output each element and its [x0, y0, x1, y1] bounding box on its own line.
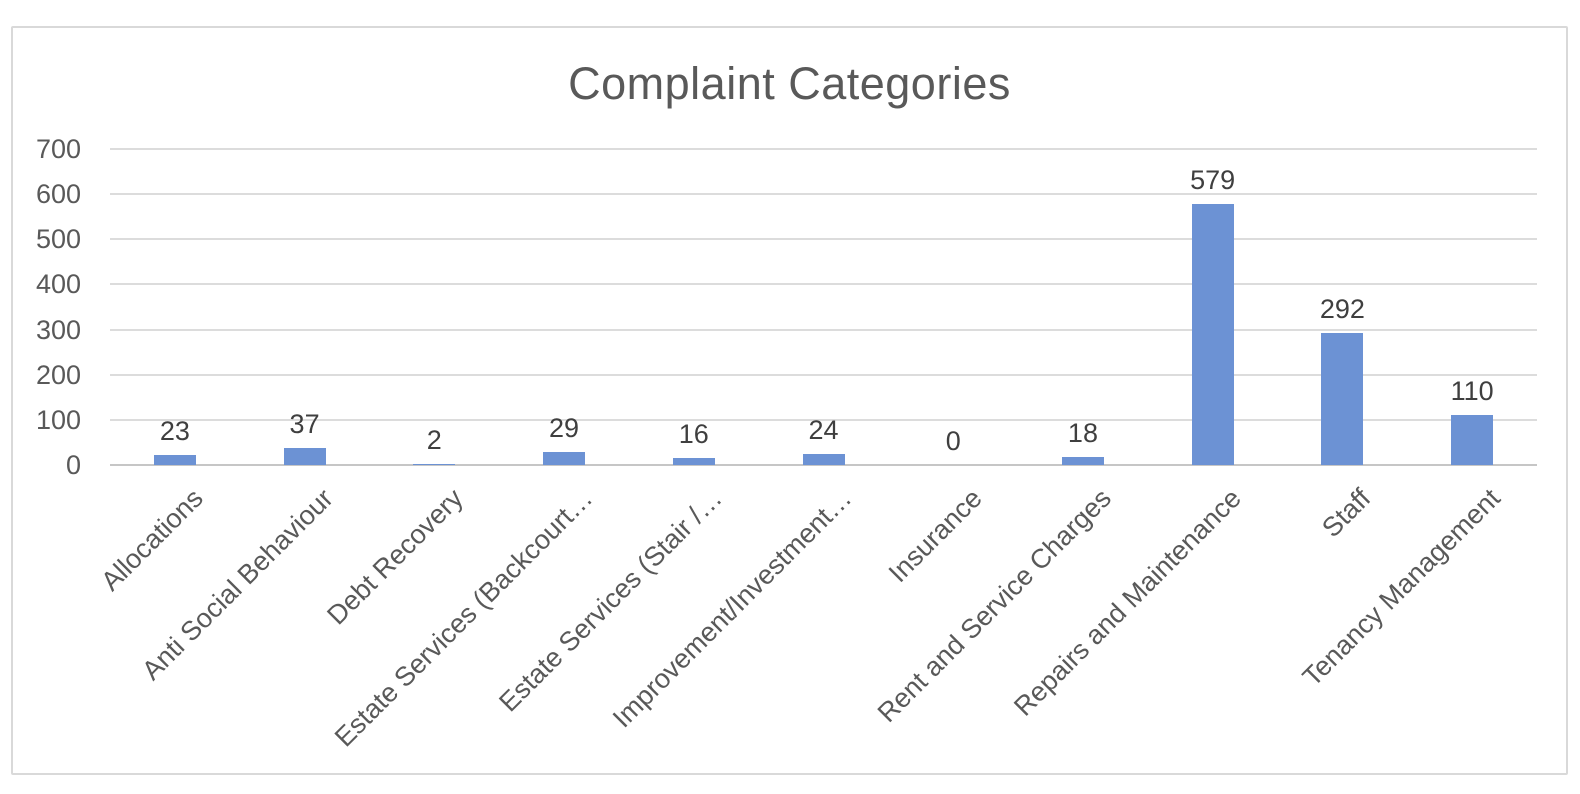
x-axis-category-label: Debt Recovery [321, 483, 469, 631]
bar [672, 457, 715, 465]
x-axis-category-label: Repairs and Maintenance [1008, 483, 1247, 722]
x-axis-category-label: Estate Services (Backcourt… [328, 483, 599, 753]
x-axis-category-label: Allocations [95, 483, 210, 597]
bar-data-label: 579 [1190, 164, 1236, 195]
bar-data-label: 2 [426, 425, 442, 456]
y-axis-tick-label: 100 [35, 404, 81, 435]
bar-data-label: 292 [1319, 294, 1365, 325]
x-axis-category-label: Rent and Service Charges [872, 483, 1118, 729]
chart-title: Complaint Categories [568, 58, 1011, 109]
gridline-600 [110, 193, 1537, 196]
bar-data-label: 23 [159, 415, 190, 446]
y-axis-tick-label: 200 [35, 359, 81, 390]
bar-data-label: 0 [945, 426, 961, 456]
bar [1061, 456, 1104, 465]
bar-data-label: 18 [1067, 417, 1098, 448]
y-axis-tick-label: 500 [35, 224, 81, 255]
bar [283, 448, 326, 465]
bar-data-label: 16 [678, 418, 709, 449]
bar [543, 451, 586, 465]
gridline-300 [110, 328, 1537, 331]
y-axis-tick-label: 400 [35, 269, 81, 300]
gridline-700 [110, 148, 1537, 150]
bar [413, 464, 456, 465]
gridline-200 [110, 373, 1537, 376]
x-axis-category-label: Estate Services (Stair /… [493, 483, 728, 718]
bar [153, 454, 196, 465]
x-axis-line [110, 464, 1537, 466]
bar [802, 454, 845, 465]
chart-frame: Complaint Categories 0 100 200 300 400 500 600… [11, 26, 1568, 775]
x-axis-category-label: Insurance [882, 483, 988, 589]
bar [1451, 415, 1494, 465]
y-axis-tick-label: 600 [35, 179, 81, 210]
bar-data-label: 110 [1450, 376, 1494, 407]
x-axis-category-label: Staff [1316, 483, 1377, 544]
y-axis-tick-label: 300 [35, 314, 81, 345]
bar-data-label: 29 [549, 412, 580, 443]
bar [1321, 333, 1364, 465]
y-axis-tick-label: 0 [65, 450, 81, 480]
gridline-100 [110, 418, 1537, 421]
bar-data-label: 24 [808, 415, 839, 446]
gridline-400 [110, 283, 1537, 286]
bar [1191, 203, 1234, 465]
bar-data-label: 37 [289, 409, 320, 440]
x-axis-category-label: Improvement/Investment… [607, 483, 858, 734]
gridline-500 [110, 238, 1537, 241]
y-axis-tick-label: 700 [35, 134, 81, 164]
